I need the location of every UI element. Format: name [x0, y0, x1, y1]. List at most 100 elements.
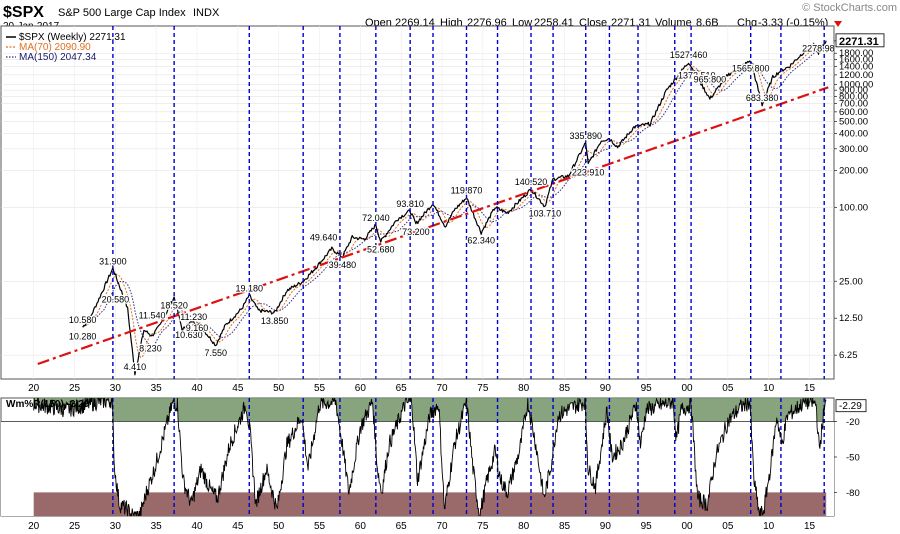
osc-time-axis-label: 25 — [69, 521, 81, 532]
price-annotation: 11.230 — [180, 312, 207, 322]
osc-axis-label: -20 — [846, 417, 860, 428]
time-axis-label: 10 — [763, 383, 775, 394]
price-annotation: 73.200 — [402, 227, 430, 237]
price-axis-label: 700.00 — [839, 99, 868, 110]
price-annotation: 2278.980 — [802, 44, 840, 54]
oscillator-panel: Wm%R(150) -2.29 — [0, 397, 835, 517]
osc-time-axis-label: 10 — [763, 521, 775, 532]
osc-time-axis-label: 30 — [110, 521, 122, 532]
osc-current-box — [835, 399, 867, 413]
price-axis-label: 900.00 — [839, 85, 868, 96]
price-axis-label: 400.00 — [839, 128, 868, 139]
time-axis-label: 75 — [477, 383, 489, 394]
time-axis-label: 15 — [804, 383, 816, 394]
price-axis-label: 1400.00 — [839, 62, 873, 73]
price-annotation: 62.340 — [467, 236, 495, 246]
osc-time-axis-label: 50 — [273, 521, 285, 532]
osc-time-axis-label: 80 — [518, 521, 530, 532]
price-axis-label: 12.50 — [839, 313, 863, 324]
osc-oversold-fill — [33, 492, 827, 516]
time-axis-label: 55 — [314, 383, 326, 394]
ma150-line — [82, 46, 827, 347]
price-annotation: 9.160 — [186, 323, 209, 333]
price-axis-label: 800.00 — [839, 91, 868, 102]
price-panel: 31.900 20.580 10.580 10.280 4.410 8.230 11.540… — [0, 25, 840, 380]
time-axis-label: 20 — [28, 383, 40, 394]
price-axis-label: 500.00 — [839, 117, 868, 128]
price-annotation: 103.710 — [529, 208, 562, 218]
osc-time-axis-label: 85 — [559, 521, 571, 532]
time-axis-label: 60 — [355, 383, 367, 394]
osc-time-axis-label: 70 — [436, 521, 448, 532]
price-annotation: 19.180 — [236, 283, 264, 293]
time-axis-label: 70 — [436, 383, 448, 394]
time-axis-label: 85 — [559, 383, 571, 394]
price-annotation: 119.870 — [451, 186, 483, 196]
time-axis-label: 40 — [191, 383, 203, 394]
price-annotation: 49.640 — [310, 233, 338, 243]
time-axis-label: 30 — [110, 383, 122, 394]
time-axis-label: 45 — [232, 383, 244, 394]
osc-current-value: -2.29 — [839, 401, 862, 412]
symbol-name: S&P 500 Large Cap Index — [58, 7, 186, 19]
price-axis-label: 1000.00 — [839, 80, 873, 91]
price-axis-label: 1800.00 — [839, 48, 873, 59]
osc-time-axis-label: 35 — [151, 521, 163, 532]
price-axis-label: 200.00 — [839, 165, 868, 176]
price-annotation: 10.580 — [69, 315, 97, 325]
oscillator-title-text: Wm%R(150) -2.29 — [6, 399, 90, 410]
exchange: INDX — [193, 7, 220, 19]
time-axis-label: 95 — [641, 383, 653, 394]
price-line — [82, 40, 827, 376]
osc-time-axis-label: 45 — [232, 521, 244, 532]
osc-time-axis-label: 20 — [28, 521, 40, 532]
osc-time-axis-label: 90 — [600, 521, 612, 532]
price-annotation: 7.550 — [205, 348, 228, 358]
time-axis-label: 05 — [722, 383, 734, 394]
price-axis-label-current: 2271.31 — [839, 36, 879, 48]
price-annotation: 10.630 — [175, 330, 203, 340]
legend-price: $SPX (Weekly) 2271.31 — [19, 32, 126, 43]
time-axis-label: 80 — [518, 383, 530, 394]
time-axis-label: 90 — [600, 383, 612, 394]
price-annotation: 72.040 — [362, 213, 390, 223]
price-annotation: 335.890 — [569, 131, 602, 141]
symbol: $SPX — [3, 4, 44, 21]
price-axis-label: 1200.00 — [839, 70, 873, 81]
price-annotation: 4.410 — [124, 362, 147, 372]
osc-axis-label: -80 — [846, 488, 860, 499]
price-annotation: 223.910 — [572, 167, 605, 177]
down-arrow-icon — [834, 21, 842, 27]
osc-time-axis-label: 55 — [314, 521, 326, 532]
price-annotation: 1565.800 — [732, 64, 770, 74]
legend-ma70: MA(70) 2090.90 — [19, 42, 91, 53]
oscillator-title: Wm%R(150) -2.29 — [6, 399, 90, 410]
price-axis-label: 300.00 — [839, 144, 868, 155]
price-annotation: 965.800 — [694, 74, 727, 84]
price-axis-label: 1600.00 — [839, 55, 873, 66]
time-axis-label: 65 — [396, 383, 408, 394]
time-axis-label: 50 — [273, 383, 285, 394]
osc-axis-label: -50 — [846, 453, 860, 464]
oscillator-plot-area — [1, 398, 834, 516]
time-axis-label: 35 — [151, 383, 163, 394]
time-axis-label: 00 — [681, 383, 693, 394]
osc-time-axis-label: 40 — [191, 521, 203, 532]
price-annotation: 31.900 — [99, 256, 127, 266]
price-annotation: 8.230 — [139, 344, 162, 354]
price-annotation: 11.540 — [139, 311, 166, 321]
price-annotation: 140.520 — [515, 177, 548, 187]
current-price-box — [835, 33, 885, 48]
osc-time-axis-label: 15 — [804, 521, 816, 532]
price-annotation: 1527.460 — [670, 50, 708, 60]
osc-time-axis-label: 95 — [641, 521, 653, 532]
price-legend: $SPX (Weekly) 2271.31 MA(70) 2090.90 MA(… — [6, 32, 126, 63]
price-annotation: 52.680 — [367, 245, 395, 255]
price-annotation: 10.280 — [69, 332, 97, 342]
price-axis-label: 6.25 — [839, 350, 858, 361]
price-axis-label: 100.00 — [839, 202, 868, 213]
osc-time-axis-label: 60 — [355, 521, 367, 532]
price-plot-area: 31.900 20.580 10.580 10.280 4.410 8.230 11.540… — [1, 26, 840, 379]
time-axis-label: 25 — [69, 383, 81, 394]
